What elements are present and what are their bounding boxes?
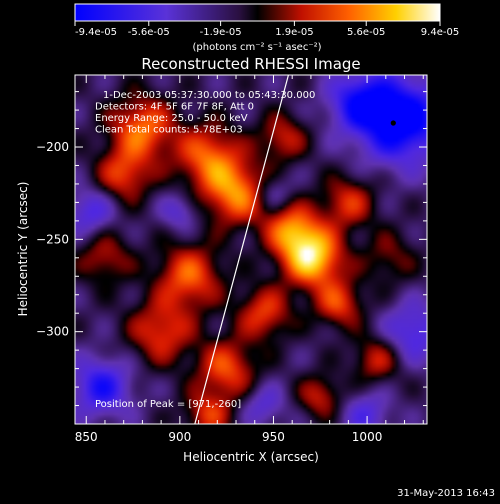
x-tick-label: 850: [75, 430, 98, 444]
limb-line: [194, 75, 290, 424]
annotation-line: Energy Range: 25.0 - 50.0 keV: [95, 113, 248, 124]
colorbar-tick-label: 9.4e-05: [421, 27, 459, 38]
plot-frame: [74, 74, 428, 425]
colorbar-units: (photons cm⁻² s⁻¹ asec⁻²): [192, 42, 321, 53]
heatmap-image: [75, 75, 427, 424]
chart-title: Reconstructed RHESSI Image: [141, 55, 360, 73]
colorbar: [75, 4, 440, 21]
colorbar-tick-label: -9.4e-05: [75, 27, 117, 38]
y-axis-label: Heliocentric Y (arcsec): [16, 182, 30, 317]
y-tick-label: −250: [36, 232, 69, 246]
colorbar-tick-label: -5.6e-05: [128, 27, 170, 38]
peak-position-label: Position of Peak = [971,-260]: [95, 399, 241, 410]
colorbar-tick-label: 1.9e-05: [275, 27, 313, 38]
x-axis-label: Heliocentric X (arcsec): [183, 450, 319, 464]
x-tick-label: 1000: [352, 430, 383, 444]
marker-dot: [390, 120, 396, 126]
colorbar-ticks: [74, 21, 441, 26]
annotation-line: 1-Dec-2003 05:37:30.000 to 05:43:30.000: [103, 90, 315, 101]
footer-timestamp: 31-May-2013 16:43: [397, 488, 495, 499]
y-tick-label: −200: [36, 140, 69, 154]
x-tick-label: 950: [262, 430, 285, 444]
annotation-line: Detectors: 4F 5F 6F 7F 8F, Att 0: [95, 102, 254, 113]
axis-ticks: [75, 75, 427, 425]
annotation-line: Clean Total counts: 5.78E+03: [95, 125, 243, 136]
x-tick-label: 900: [168, 430, 191, 444]
y-tick-label: −300: [36, 325, 69, 339]
colorbar-tick-label: 5.6e-05: [347, 27, 385, 38]
colorbar-tick-label: -1.9e-05: [200, 27, 242, 38]
